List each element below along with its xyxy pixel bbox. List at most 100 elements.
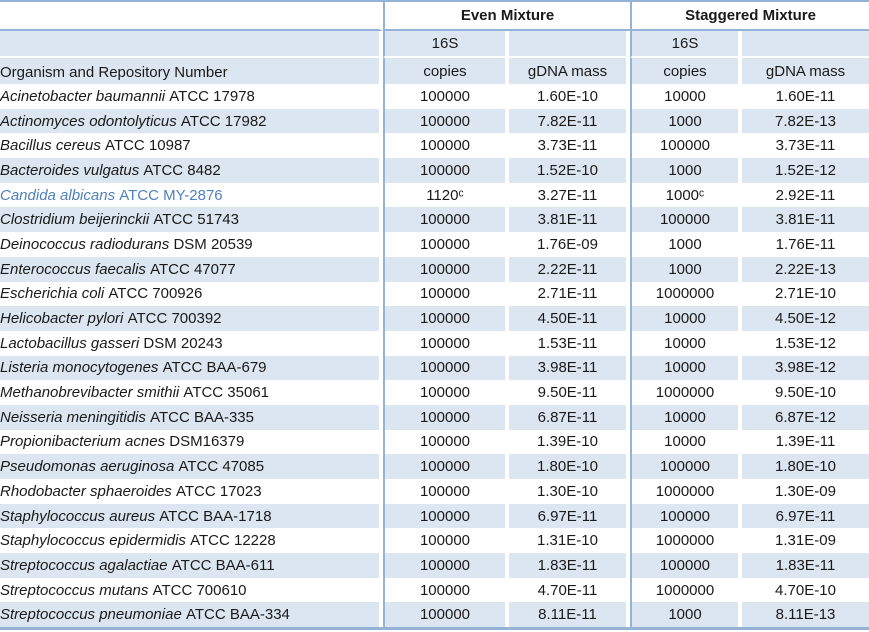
cell-organism: Streptococcus mutans ATCC 700610 — [0, 577, 383, 603]
organism-name-italic: Lactobacillus gasseri — [0, 334, 144, 352]
repository-number: ATCC 8482 — [143, 161, 221, 179]
cell-staggered-gdna-mass: 3.73E-11 — [738, 133, 869, 159]
cell-even-16s-copies: 100000 — [383, 84, 505, 109]
cell-staggered-gdna-mass: 4.70E-10 — [738, 577, 869, 603]
repository-number: DSM 20539 — [173, 235, 253, 253]
table-header: Even Mixture Staggered Mixture 16S 16S O… — [0, 2, 869, 84]
cell-even-16s-copies: 100000 — [383, 528, 505, 554]
repository-number: ATCC 700926 — [108, 285, 203, 303]
organism-name-italic: Listeria monocytogenes — [0, 359, 163, 377]
cell-staggered-16s-copies: 100000 — [630, 207, 738, 233]
subheader-staggered-blank — [738, 31, 869, 58]
subheader-even-16s: 16S — [383, 31, 505, 58]
cell-organism: Streptococcus pneumoniae ATCC BAA-334 — [0, 602, 383, 628]
cell-staggered-16s-copies: 100000 — [630, 503, 738, 529]
cell-staggered-gdna-mass: 1.39E-11 — [738, 429, 869, 455]
repository-number: ATCC BAA-335 — [150, 408, 254, 426]
cell-even-gdna-mass: 1.60E-10 — [505, 84, 630, 109]
organism-name-italic: Bacteroides vulgatus — [0, 161, 144, 179]
table-row: Bacteroides vulgatus ATCC 8482 100000 1.52… — [0, 158, 869, 183]
cell-staggered-gdna-mass: 1.76E-11 — [738, 232, 869, 257]
group-header-staggered-mixture: Staggered Mixture — [630, 2, 869, 31]
cell-staggered-16s-copies: 1000ᶜ — [630, 182, 738, 208]
cell-staggered-gdna-mass: 8.11E-13 — [738, 602, 869, 628]
organism-name-italic: Rhodobacter sphaeroides — [0, 482, 176, 500]
cell-staggered-16s-copies: 10000 — [630, 404, 738, 430]
cell-staggered-gdna-mass: 6.97E-11 — [738, 503, 869, 529]
cell-even-16s-copies: 100000 — [383, 158, 505, 183]
cell-even-16s-copies: 1120ᶜ — [383, 182, 505, 208]
cell-organism: Enterococcus faecalis ATCC 47077 — [0, 256, 383, 282]
repository-number: DSM16379 — [169, 433, 245, 451]
table-row: Candida albicans ATCC MY-2876 1120ᶜ 3.27E-… — [0, 182, 869, 208]
cell-organism: Bacteroides vulgatus ATCC 8482 — [0, 158, 383, 183]
cell-even-gdna-mass: 6.87E-11 — [505, 404, 630, 430]
cell-even-gdna-mass: 4.50E-11 — [505, 306, 630, 331]
repository-number: ATCC BAA-1718 — [159, 507, 272, 525]
cell-staggered-16s-copies: 1000000 — [630, 281, 738, 307]
cell-even-gdna-mass: 1.83E-11 — [505, 553, 630, 578]
subheader-even-blank — [505, 31, 630, 58]
cell-organism: Rhodobacter sphaeroides ATCC 17023 — [0, 479, 383, 504]
table-row: Bacillus cereus ATCC 10987 100000 3.73E-11… — [0, 133, 869, 159]
cell-organism: Bacillus cereus ATCC 10987 — [0, 133, 383, 159]
cell-organism: Staphylococcus aureus ATCC BAA-1718 — [0, 503, 383, 529]
organism-name-italic: Staphylococcus aureus — [0, 507, 160, 525]
group-header-even-mixture: Even Mixture — [383, 2, 630, 31]
organism-name-italic: Pseudomonas aeruginosa — [0, 458, 179, 476]
organism-name-italic: Streptococcus pneumoniae — [0, 606, 186, 624]
cell-staggered-16s-copies: 1000000 — [630, 380, 738, 405]
repository-number: ATCC 700610 — [152, 581, 247, 599]
repository-number: ATCC BAA-334 — [185, 606, 290, 624]
cell-staggered-16s-copies: 10000 — [630, 355, 738, 381]
group-header-empty-cell — [0, 2, 383, 31]
table-row: Staphylococcus aureus ATCC BAA-1718 10000… — [0, 503, 869, 529]
organism-name-italic: Deinococcus radiodurans — [0, 235, 174, 253]
repository-number: ATCC 10987 — [105, 137, 191, 155]
cell-staggered-gdna-mass: 4.50E-12 — [738, 306, 869, 331]
cell-even-gdna-mass: 3.73E-11 — [505, 133, 630, 159]
cell-staggered-16s-copies: 10000 — [630, 330, 738, 356]
cell-staggered-16s-copies: 10000 — [630, 306, 738, 331]
cell-even-gdna-mass: 3.81E-11 — [505, 207, 630, 233]
table-row: Enterococcus faecalis ATCC 47077 100000 2.… — [0, 256, 869, 282]
cell-even-gdna-mass: 2.71E-11 — [505, 281, 630, 307]
table-row: Escherichia coli ATCC 700926 100000 2.71E-… — [0, 281, 869, 307]
cell-staggered-gdna-mass: 2.92E-11 — [738, 182, 869, 208]
repository-number: ATCC 47077 — [150, 260, 236, 278]
table-row: Listeria monocytogenes ATCC BAA-679 10000… — [0, 355, 869, 381]
cell-even-16s-copies: 100000 — [383, 503, 505, 529]
cell-organism: Listeria monocytogenes ATCC BAA-679 — [0, 355, 383, 381]
table-row: Staphylococcus epidermidis ATCC 12228 100… — [0, 528, 869, 554]
subheader-row-labels: Organism and Repository Number copies gD… — [0, 58, 869, 84]
repository-number: ATCC MY-2876 — [119, 186, 223, 204]
cell-organism: Clostridium beijerinckii ATCC 51743 — [0, 207, 383, 233]
organism-name-italic: Streptococcus agalactiae — [0, 556, 172, 574]
cell-staggered-16s-copies: 100000 — [630, 454, 738, 479]
cell-staggered-gdna-mass: 6.87E-12 — [738, 404, 869, 430]
table-row: Streptococcus mutans ATCC 700610 100000 4.… — [0, 577, 869, 603]
cell-staggered-16s-copies: 1000000 — [630, 528, 738, 554]
repository-number: ATCC 17982 — [180, 112, 267, 130]
table-row: Neisseria meningitidis ATCC BAA-335 10000… — [0, 404, 869, 430]
cell-staggered-16s-copies: 1000000 — [630, 479, 738, 504]
cell-staggered-gdna-mass: 7.82E-13 — [738, 108, 869, 134]
table-row: Lactobacillus gasseri DSM 20243 100000 1.5… — [0, 330, 869, 356]
cell-organism: Neisseria meningitidis ATCC BAA-335 — [0, 404, 383, 430]
cell-staggered-gdna-mass: 1.31E-09 — [738, 528, 869, 554]
repository-number: ATCC 17978 — [169, 87, 255, 105]
table-row: Rhodobacter sphaeroides ATCC 17023 100000… — [0, 479, 869, 504]
cell-even-gdna-mass: 1.30E-10 — [505, 479, 630, 504]
table-row: Deinococcus radiodurans DSM 20539 100000 1… — [0, 232, 869, 257]
subheader-row-16s: 16S 16S — [0, 31, 869, 58]
column-header-even-gdna-mass: gDNA mass — [505, 58, 630, 84]
cell-even-16s-copies: 100000 — [383, 429, 505, 455]
cell-organism: Streptococcus agalactiae ATCC BAA-611 — [0, 553, 383, 578]
cell-even-16s-copies: 100000 — [383, 207, 505, 233]
cell-even-16s-copies: 100000 — [383, 602, 505, 628]
cell-even-16s-copies: 100000 — [383, 479, 505, 504]
organism-name-italic: Acinetobacter baumannii — [0, 87, 170, 105]
repository-number: ATCC 17023 — [175, 482, 262, 500]
column-header-staggered-copies: copies — [630, 58, 738, 84]
